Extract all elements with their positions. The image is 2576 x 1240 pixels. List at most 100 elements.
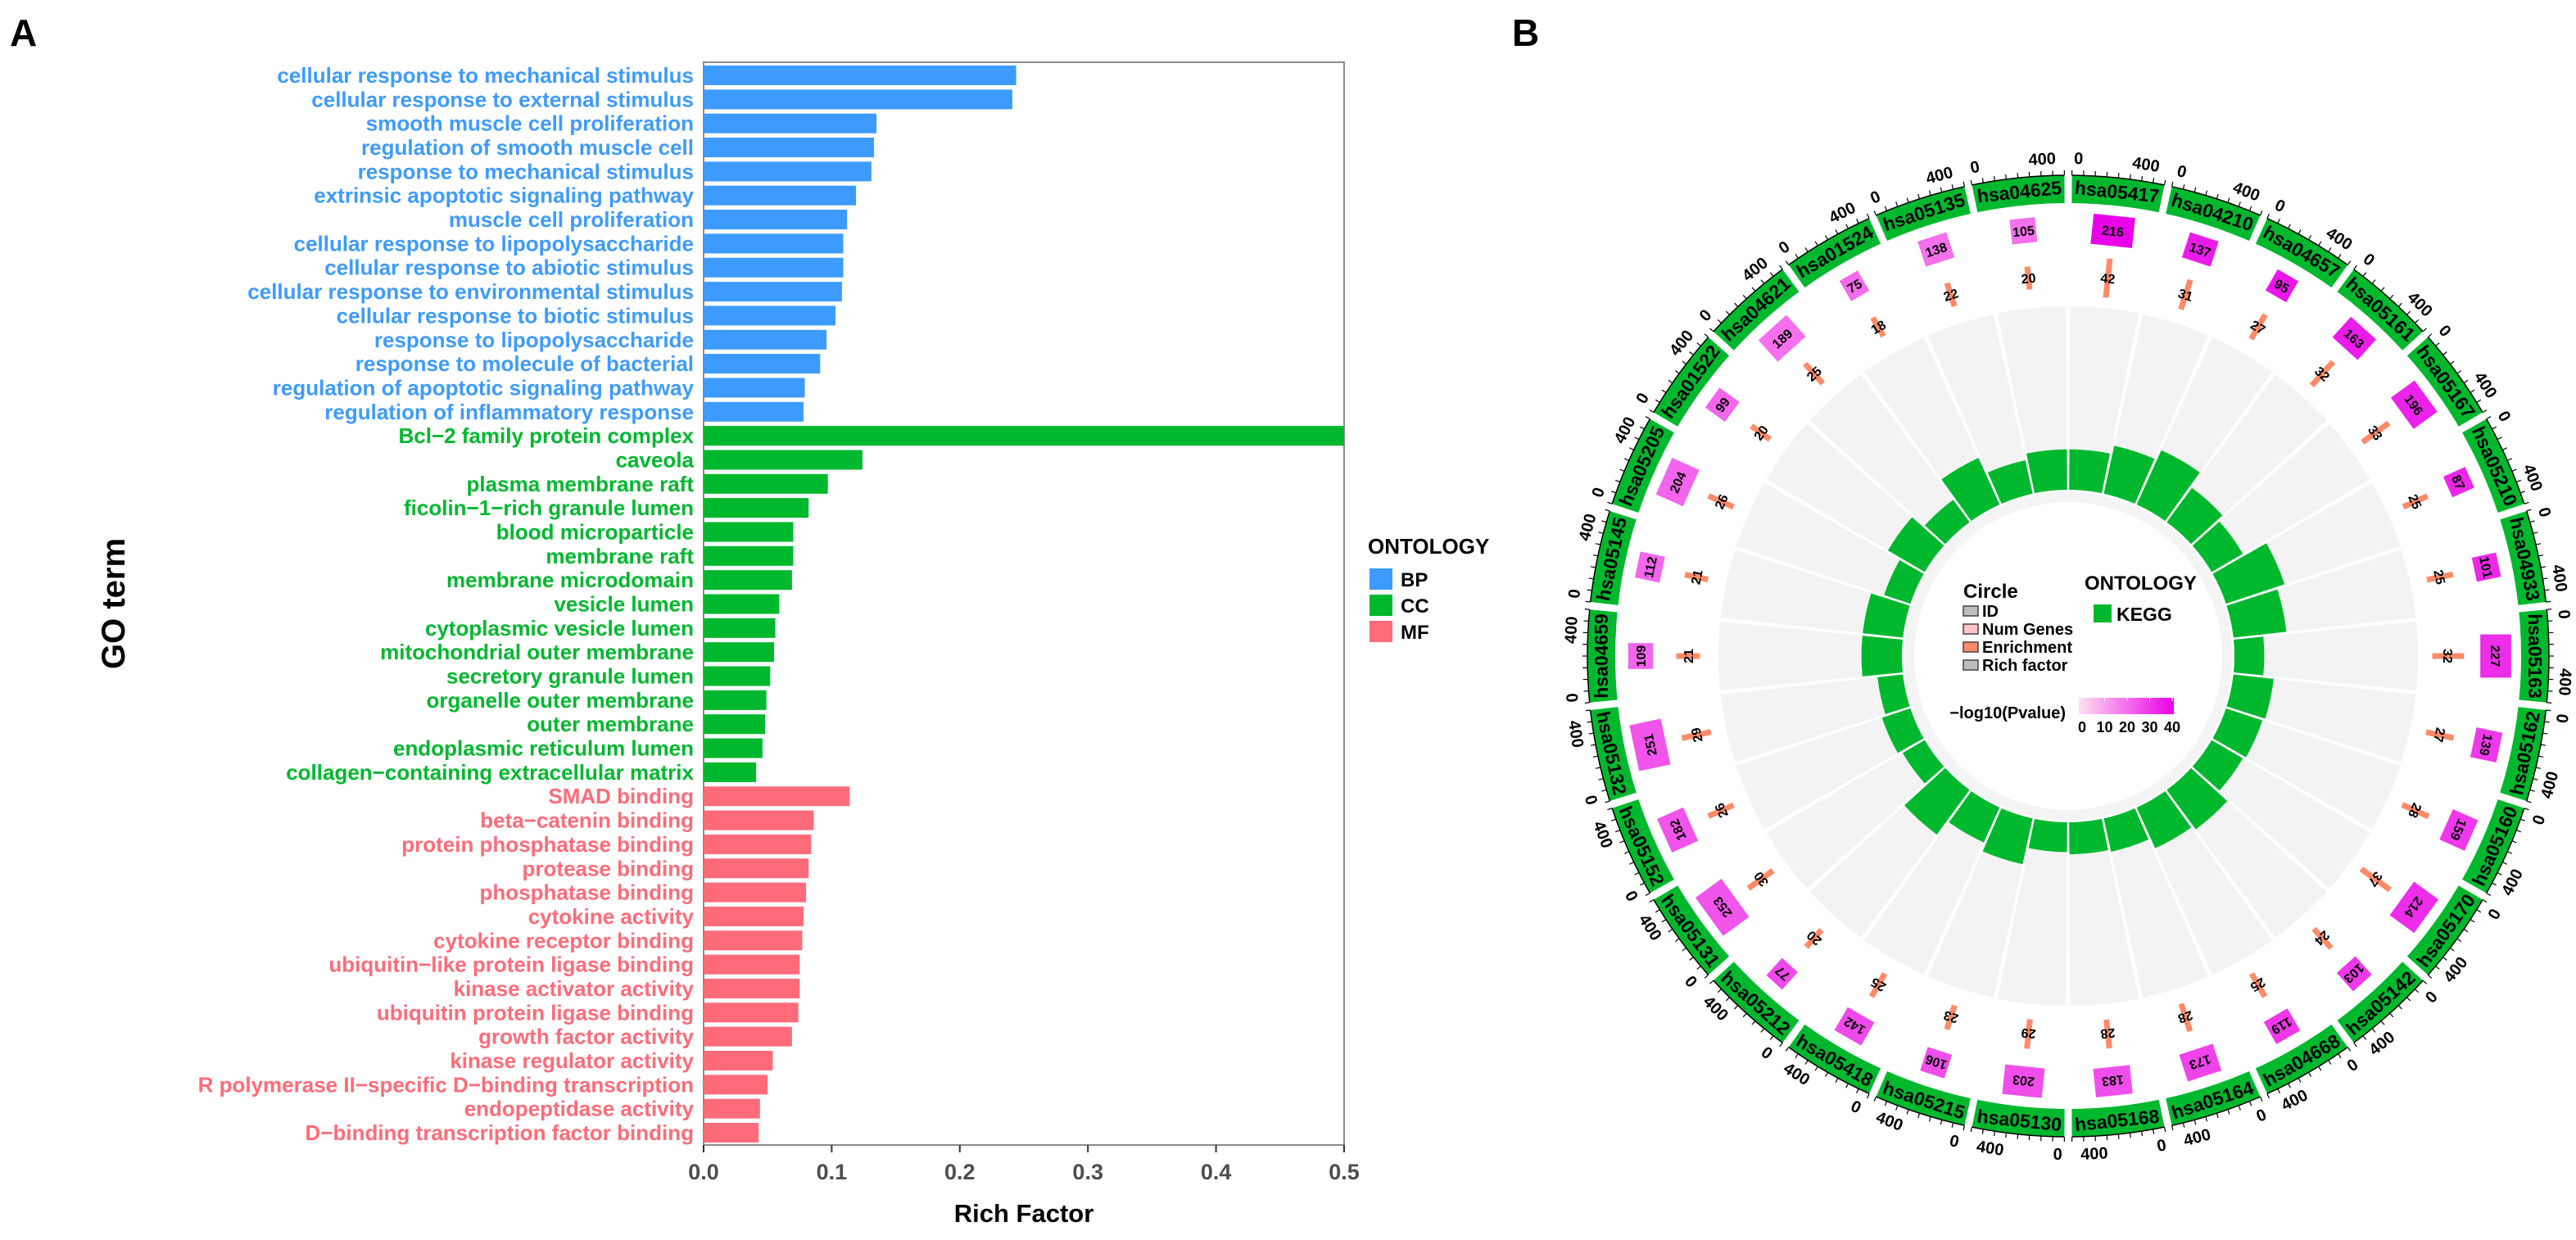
id-axis-tick bbox=[2328, 247, 2332, 252]
id-axis-tick bbox=[2017, 173, 2019, 179]
id-axis-tick bbox=[1592, 554, 1598, 557]
id-axis-line bbox=[1589, 510, 1611, 603]
id-axis-tick bbox=[2163, 1126, 2166, 1133]
id-axis-tick bbox=[2544, 589, 2550, 591]
id-axis-tick bbox=[1993, 1131, 1996, 1137]
num-genes-box bbox=[2002, 1064, 2045, 1098]
pvalue-tick-label: 30 bbox=[2141, 719, 2157, 735]
id-band bbox=[1876, 186, 1971, 242]
enrichment-value: 22 bbox=[1942, 287, 1960, 305]
id-axis-tick bbox=[1619, 840, 1625, 844]
kegg-circos-chart: 4231273233252532272837242528282923252030… bbox=[1562, 150, 2574, 1164]
bar-mf bbox=[704, 1098, 760, 1119]
id-axis-tick bbox=[1845, 1083, 1849, 1088]
id-axis-tick bbox=[1795, 253, 1799, 259]
bar-mf bbox=[704, 810, 814, 830]
enrichment-mark bbox=[1676, 653, 1700, 659]
rich-factor-track-sector bbox=[2234, 621, 2418, 691]
id-axis-tick bbox=[2507, 851, 2512, 854]
bar-bp bbox=[704, 305, 836, 326]
id-axis-tick bbox=[2328, 1060, 2332, 1065]
id-axis-tick bbox=[2547, 609, 2552, 610]
panel-label-a: A bbox=[10, 11, 37, 54]
id-axis-label-400: 400 bbox=[1635, 912, 1665, 944]
id-axis-line bbox=[2525, 510, 2547, 603]
id-band bbox=[2071, 175, 2165, 213]
rich-factor-bar bbox=[2103, 808, 2149, 852]
ontology-legend: ONTOLOGY BP CC MF bbox=[1368, 534, 1489, 644]
num-genes-box bbox=[2179, 1043, 2222, 1082]
enrichment-mark bbox=[2024, 1019, 2033, 1049]
id-axis-tick bbox=[2486, 892, 2492, 896]
id-axis-tick bbox=[1655, 909, 1660, 913]
id-axis-tick bbox=[2422, 980, 2427, 984]
id-axis-tick bbox=[1751, 287, 1756, 292]
id-axis-tick bbox=[1619, 468, 1625, 472]
pvalue-legend-title: −log10(Pvalue) bbox=[1949, 704, 2066, 722]
enrichment-mark bbox=[2248, 313, 2268, 341]
bar-bp bbox=[704, 161, 871, 182]
id-axis-tick bbox=[2248, 1101, 2252, 1106]
go-term-label: ubiquitin protein ligase binding bbox=[377, 1000, 694, 1025]
id-axis-tick bbox=[1595, 767, 1601, 769]
id-axis-tick bbox=[2524, 501, 2529, 505]
go-term-label: endopeptidase activity bbox=[464, 1097, 695, 1121]
num-genes-value: 112 bbox=[1642, 555, 1660, 579]
go-term-label: membrane raft bbox=[546, 544, 694, 568]
enrichment-value: 21 bbox=[1689, 568, 1705, 586]
num-genes-value: 95 bbox=[2271, 277, 2291, 296]
bar-cc bbox=[704, 498, 809, 518]
rich-factor-track-sector bbox=[1997, 306, 2067, 494]
id-axis-tick bbox=[1873, 210, 1877, 216]
id-axis-tick bbox=[2238, 201, 2241, 207]
id-axis-tick bbox=[2318, 241, 2322, 247]
id-axis-tick bbox=[1951, 184, 1954, 190]
go-term-label: SMAD binding bbox=[548, 784, 694, 808]
id-axis-tick bbox=[1588, 577, 1594, 580]
id-axis-tick bbox=[2533, 778, 2538, 781]
id-axis-tick bbox=[2535, 543, 2542, 545]
enrichment-mark bbox=[1804, 928, 1824, 949]
id-axis-label-0: 0 bbox=[1948, 1132, 1961, 1152]
rich-factor-bar bbox=[1861, 636, 1903, 677]
id-axis-tick bbox=[1624, 851, 1629, 854]
pvalue-tick-label: 10 bbox=[2096, 719, 2112, 735]
id-axis-tick bbox=[2017, 1134, 2019, 1139]
id-axis-tick bbox=[1655, 399, 1660, 403]
bar-mf bbox=[704, 1002, 799, 1023]
id-axis-tick bbox=[1682, 360, 1686, 365]
num-genes-box bbox=[1629, 718, 1671, 772]
id-axis-tick bbox=[1835, 1078, 1839, 1083]
id-axis-tick bbox=[1674, 938, 1680, 943]
id-axis-tick bbox=[1668, 928, 1673, 933]
bar-bp bbox=[704, 257, 844, 278]
bar-bp bbox=[704, 378, 805, 398]
id-axis-tick bbox=[1779, 1042, 1783, 1048]
id-axis-label-400: 400 bbox=[2498, 867, 2527, 899]
id-axis-label-0: 0 bbox=[1565, 588, 1584, 600]
bar-cc bbox=[704, 762, 757, 782]
rich-factor-track-sector bbox=[1927, 314, 2033, 505]
go-term-label: regulation of smooth muscle cell bbox=[361, 135, 694, 160]
id-band bbox=[1587, 609, 1618, 703]
id-axis-tick bbox=[2371, 1028, 2376, 1033]
id-axis-tick bbox=[2259, 210, 2263, 216]
id-axis-label-0: 0 bbox=[2344, 1056, 2362, 1075]
id-axis-label-400: 400 bbox=[2470, 369, 2501, 401]
id-band bbox=[1972, 175, 2065, 213]
id-axis-tick bbox=[2307, 1072, 2312, 1077]
num-genes-box bbox=[1695, 879, 1750, 936]
circle-legend-swatch bbox=[1963, 605, 1979, 617]
x-tick-label: 0.0 bbox=[688, 1160, 719, 1184]
go-term-label: extrinsic apoptotic signaling pathway bbox=[314, 183, 694, 208]
id-axis-label-0: 0 bbox=[2053, 1146, 2062, 1164]
id-axis-label-0: 0 bbox=[1848, 1097, 1863, 1118]
go-term-label: endoplasmic reticulum lumen bbox=[393, 736, 694, 761]
pathway-id-label: hsa05135 bbox=[1881, 188, 1968, 235]
id-axis-label-0: 0 bbox=[1621, 888, 1641, 904]
rich-factor-bar bbox=[2226, 589, 2287, 638]
id-axis-tick bbox=[2492, 426, 2497, 430]
rich-factor-bar bbox=[2212, 543, 2285, 604]
id-axis-label-400: 400 bbox=[2555, 668, 2574, 696]
bar-mf bbox=[704, 906, 804, 926]
